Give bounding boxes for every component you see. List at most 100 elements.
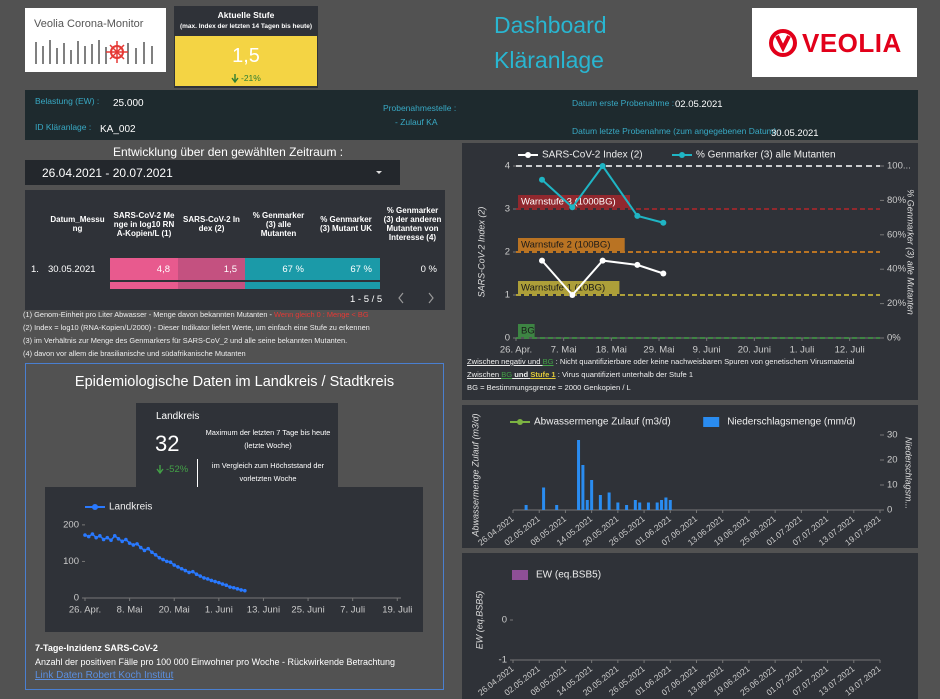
y-tick-label: 2 xyxy=(505,247,510,258)
info-value: 25.000 xyxy=(113,98,144,109)
rki-link[interactable]: Link Daten Robert Koch Institut xyxy=(35,670,174,681)
flow-chart: 26.04.202102.05.202108.05.202114.05.2021… xyxy=(470,413,914,547)
info-bar: Belastung (EW) : 25.000 ID Kläranlage : … xyxy=(25,90,918,140)
bar xyxy=(577,440,581,510)
point xyxy=(86,534,91,539)
table-cell: 67 % xyxy=(245,258,312,280)
legend-label: EW (eq.BSB5) xyxy=(536,570,601,581)
column-header: SARS-CoV-2 Index (2) xyxy=(183,215,240,233)
legend-label: % Genmarker (3) alle Mutanten xyxy=(696,150,836,161)
bar xyxy=(646,502,650,510)
footer-text: Anzahl der positiven Fälle pro 100 000 E… xyxy=(35,657,396,667)
threshold-label: BG xyxy=(521,326,535,337)
x-tick-label: 26. Apr. xyxy=(69,605,101,616)
legend-swatch xyxy=(92,504,98,510)
bar xyxy=(585,500,589,510)
point xyxy=(150,550,154,555)
point xyxy=(138,545,143,550)
threshold-label-box xyxy=(518,281,620,294)
x-tick-label: 29. Mai xyxy=(643,345,674,356)
info-label: Probenahmestelle : xyxy=(383,103,457,113)
point xyxy=(116,536,121,541)
point xyxy=(634,212,641,219)
table-cell: 0 % xyxy=(380,282,445,290)
point xyxy=(94,535,98,540)
point xyxy=(105,535,110,540)
table-cell: 71 % xyxy=(312,282,380,289)
y2-axis-title: Niederschlagsm... xyxy=(904,437,914,509)
point xyxy=(157,555,162,560)
table-cell: 0 % xyxy=(420,263,437,275)
point xyxy=(172,563,177,567)
bar xyxy=(607,492,611,510)
point xyxy=(205,577,210,581)
down-arrow xyxy=(231,74,239,83)
divider xyxy=(197,459,198,488)
legend-swatch xyxy=(512,570,528,580)
bar xyxy=(633,500,637,510)
epi-kpi: Landkreis 32 -52% Maximum der letzten 7 … xyxy=(136,403,338,488)
brand-box: VEOLIA xyxy=(752,8,917,77)
x-tick-label: 8. Mai xyxy=(117,605,143,616)
brand-icon xyxy=(769,29,797,57)
legend-label: Abwassermenge Zulauf (m3/d) xyxy=(534,417,671,428)
stufe-title: Aktuelle Stufe xyxy=(217,10,275,20)
y-tick-label: 30 xyxy=(887,430,898,441)
title-line: Kläranlage xyxy=(494,47,604,73)
table-cell: 4,8 xyxy=(110,258,178,280)
kpi-value: 32 xyxy=(155,431,180,456)
point xyxy=(243,588,247,593)
note: (1) Genom-Einheit pro Liter Abwasser - M… xyxy=(23,310,369,319)
point xyxy=(213,579,217,584)
y-tick-label: 20 xyxy=(887,455,898,466)
column-header: % Genmarker (3) alle Mutanten xyxy=(252,210,305,238)
pager-arrows[interactable] xyxy=(397,292,437,304)
logo-text: Veolia Corona-Monitor xyxy=(34,18,144,30)
x-tick-label: 7. Mai xyxy=(551,345,577,356)
legend-swatch xyxy=(517,419,523,425)
y-tick-label: 0 xyxy=(505,333,510,344)
line xyxy=(541,164,664,224)
point xyxy=(112,534,117,538)
point xyxy=(127,541,132,545)
y-tick-label: 20% xyxy=(887,298,907,309)
x-tick-label: 1. Juli xyxy=(790,345,815,356)
point xyxy=(146,546,150,551)
column-header: Datum_Messung xyxy=(50,215,105,233)
date-picker[interactable]: 26.04.2021 - 20.07.2021 xyxy=(25,160,400,185)
y-tick-label: 1 xyxy=(505,290,510,301)
column-header: SARS-CoV-2 Menge in log10 RNA-Kopien/L (… xyxy=(113,210,175,238)
note: (2) Index = log10 (RNA-Kopien/L/2000) - … xyxy=(23,323,370,332)
info-value: 30.05.2021 xyxy=(771,128,819,139)
index-chart: 26. Apr. 7. Mai 18. Mai 29. Mai 9. Juni 20. J… xyxy=(476,150,915,356)
legend-swatch xyxy=(525,152,531,158)
threshold-label: Warnstufe 2 (100BG) xyxy=(521,240,610,251)
y-tick-label: -1 xyxy=(499,655,507,666)
point xyxy=(194,572,199,577)
note-text: : Virus quantifiziert unterhalb der Stuf… xyxy=(555,370,694,379)
note-text: Zwischen xyxy=(467,370,502,379)
x-tick-label: 25. Juni xyxy=(291,605,324,616)
point xyxy=(101,537,106,542)
kpi-change: -52% xyxy=(166,464,189,475)
x-tick-label: 12. Juli xyxy=(835,345,865,356)
threshold-label: Warnstufe 3 (1000BG) xyxy=(521,197,616,208)
point xyxy=(98,534,102,538)
stufe-value: 1,5 xyxy=(232,45,260,67)
note-text: und xyxy=(512,370,531,379)
note-text: (1) Genom-Einheit pro Liter Abwasser - M… xyxy=(23,310,275,319)
point xyxy=(176,565,180,569)
y-tick-label: 100... xyxy=(887,161,911,172)
note: (4) davon vor allem die brasilianische u… xyxy=(23,349,246,358)
point xyxy=(109,538,113,543)
y-tick-label: 3 xyxy=(505,204,510,215)
threshold-label-box xyxy=(518,238,625,251)
chart-note: Zwischen BG und Stufe 1 : Virus quantifi… xyxy=(467,370,693,379)
kpi-label: Landkreis xyxy=(156,411,200,422)
point xyxy=(90,532,95,536)
point xyxy=(179,566,184,571)
y-tick-label: 80% xyxy=(887,195,907,206)
table-cell: 67 % xyxy=(312,258,380,280)
